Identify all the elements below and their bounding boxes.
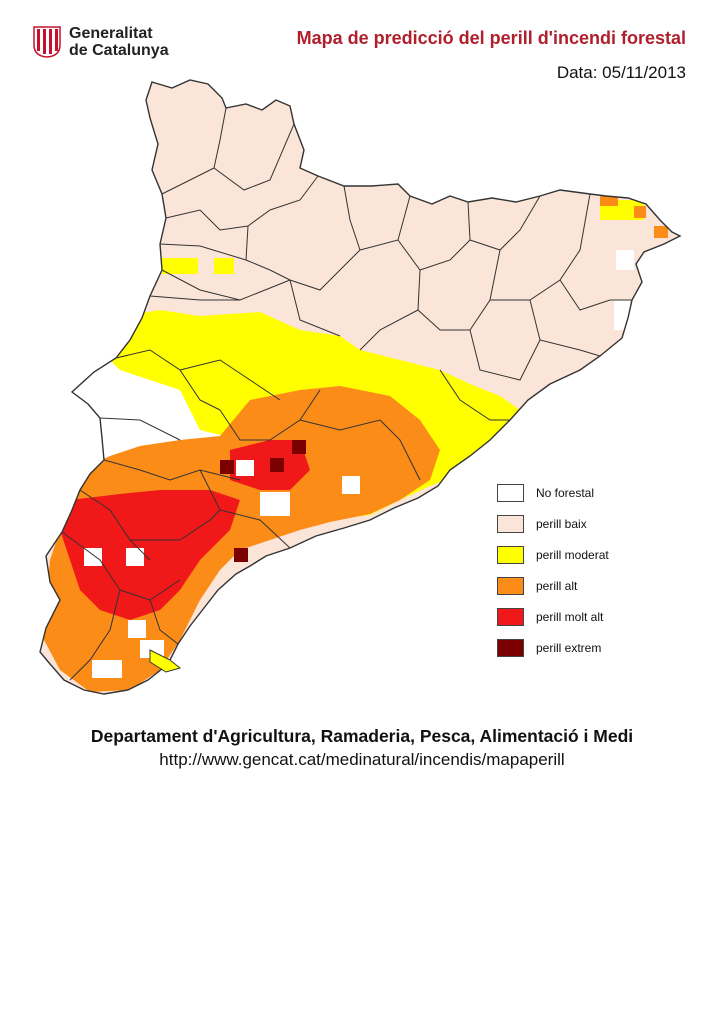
brand-line-2: de Catalunya: [69, 42, 169, 59]
department-name: Departament d'Agricultura, Ramaderia, Pe…: [90, 726, 634, 746]
brand-name: Generalitat de Catalunya: [69, 25, 169, 59]
legend-swatch: [497, 515, 524, 533]
high-cell: [654, 226, 668, 238]
map-date: Data: 05/11/2013: [556, 63, 686, 82]
legend-swatch: [497, 484, 524, 502]
catalan-shield-icon: [33, 26, 61, 58]
extreme-cell: [234, 548, 248, 562]
non-forest-cell: [92, 660, 122, 678]
moderate-cell: [162, 258, 198, 274]
legend-swatch: [497, 546, 524, 564]
legend-item: perill molt alt: [497, 608, 657, 639]
source-url[interactable]: http://www.gencat.cat/medinatural/incend…: [159, 750, 565, 769]
generalitat-logo: Generalitat de Catalunya: [33, 24, 183, 64]
legend-label: perill molt alt: [536, 610, 604, 624]
legend-swatch: [497, 577, 524, 595]
coastline-islands: [149, 649, 182, 673]
legend-swatch: [497, 608, 524, 626]
map-title: Mapa de predicció del perill d'incendi f…: [296, 28, 686, 48]
map-legend: No forestal perill baix perill moderat peri…: [497, 484, 657, 670]
comarca-boundaries: [61, 107, 632, 681]
non-forest-cell: [236, 460, 254, 476]
legend-item: perill alt: [497, 577, 657, 608]
legend-label: perill extrem: [536, 641, 602, 655]
legend-label: No forestal: [536, 486, 595, 500]
non-forest-cell: [128, 620, 146, 638]
extreme-cell: [270, 458, 284, 472]
extreme-cell: [220, 460, 234, 474]
high-cell: [600, 196, 618, 206]
legend-item: perill baix: [497, 515, 657, 546]
legend-label: perill alt: [536, 579, 578, 593]
brand-line-1: Generalitat: [69, 25, 153, 42]
non-forest-cell: [260, 492, 290, 516]
non-forest-cell: [126, 548, 144, 566]
moderate-cell: [214, 258, 234, 274]
zone-very-high-risk: [60, 490, 240, 620]
non-forest-cell: [84, 548, 102, 566]
non-forest-cell: [342, 476, 360, 494]
non-forest-cell: [616, 250, 634, 270]
legend-item: perill moderat: [497, 546, 657, 577]
high-cell: [634, 206, 646, 218]
non-forest-cell: [614, 300, 630, 330]
legend-swatch: [497, 639, 524, 657]
legend-item: perill extrem: [497, 639, 657, 670]
extreme-cell: [292, 440, 306, 454]
legend-label: perill moderat: [536, 548, 609, 562]
legend-label: perill baix: [536, 517, 587, 531]
legend-item: No forestal: [497, 484, 657, 515]
